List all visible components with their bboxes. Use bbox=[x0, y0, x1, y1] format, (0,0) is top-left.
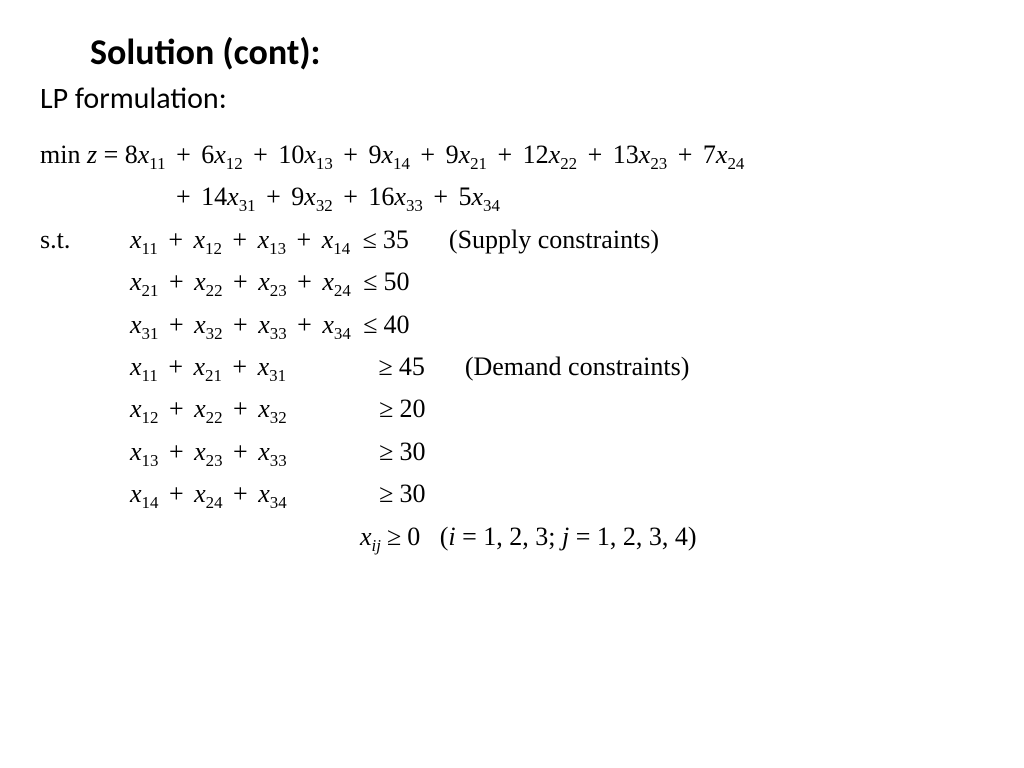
supply-1-rel: ≤ bbox=[357, 225, 383, 254]
demand-3-rel: ≥ bbox=[373, 437, 399, 466]
supply-1-rhs: 35 bbox=[383, 225, 409, 254]
demand-4-rhs: 30 bbox=[399, 479, 425, 508]
demand-3-lhs: x13 + x23 + x33 bbox=[130, 437, 293, 466]
demand-row-3: x13 + x23 + x33 ≥30 bbox=[40, 432, 994, 474]
supply-comment: (Supply constraints) bbox=[449, 220, 659, 260]
supply-2-rhs: 50 bbox=[384, 267, 410, 296]
min-label: min bbox=[40, 140, 87, 169]
domain-close: ) bbox=[688, 522, 697, 551]
supply-row-2: x21 + x22 + x23 + x24 ≤50 bbox=[40, 262, 994, 304]
supply-1-lhs: x11 + x12 + x13 + x14 bbox=[130, 225, 357, 254]
i-eq: = 1, 2, 3; bbox=[456, 522, 562, 551]
nonneg-sub: ij bbox=[372, 536, 381, 555]
demand-row-2: x12 + x22 + x32 ≥20 bbox=[40, 389, 994, 431]
demand-2-rhs: 20 bbox=[399, 394, 425, 423]
demand-4-lhs: x14 + x24 + x34 bbox=[130, 479, 293, 508]
supply-3-rhs: 40 bbox=[384, 310, 410, 339]
supply-2-rel: ≤ bbox=[357, 267, 383, 296]
nonneg-var: x bbox=[360, 522, 372, 551]
demand-comment: (Demand constraints) bbox=[465, 347, 690, 387]
demand-1-rel: ≥ bbox=[373, 352, 399, 381]
demand-4-rel: ≥ bbox=[373, 479, 399, 508]
obj-terms-2: + 14x31 + 9x32 + 16x33 + 5x34 bbox=[172, 182, 500, 211]
z-var: z bbox=[87, 140, 97, 169]
supply-3-lhs: x31 + x32 + x33 + x34 bbox=[130, 310, 357, 339]
st-label: s.t. bbox=[40, 220, 130, 260]
equals: = bbox=[97, 140, 125, 169]
nonneg-rel: ≥ bbox=[381, 522, 407, 551]
nonneg-row: xij≥0 (i = 1, 2, 3; j = 1, 2, 3, 4) bbox=[40, 517, 994, 559]
j-eq: = 1, 2, 3, 4 bbox=[569, 522, 688, 551]
demand-3-rhs: 30 bbox=[399, 437, 425, 466]
i-label: i bbox=[448, 522, 455, 551]
supply-3-rel: ≤ bbox=[357, 310, 383, 339]
supply-2-lhs: x21 + x22 + x23 + x24 bbox=[130, 267, 357, 296]
lp-formulation: min z = 8x11 + 6x12 + 10x13 + 9x14 + 9x2… bbox=[40, 135, 994, 559]
slide: Solution (cont): LP formulation: min z =… bbox=[0, 0, 1024, 589]
slide-title: Solution (cont): bbox=[90, 30, 994, 74]
demand-1-rhs: 45 bbox=[399, 352, 425, 381]
objective-line-1: min z = 8x11 + 6x12 + 10x13 + 9x14 + 9x2… bbox=[40, 135, 994, 177]
nonneg-rhs: 0 bbox=[407, 522, 420, 551]
supply-row-1: s.t.x11 + x12 + x13 + x14 ≤35 (Supply con… bbox=[40, 220, 994, 262]
obj-terms-1: 8x11 + 6x12 + 10x13 + 9x14 + 9x21 + 12x2… bbox=[125, 140, 745, 169]
slide-subtitle: LP formulation: bbox=[40, 80, 994, 117]
objective-line-2: + 14x31 + 9x32 + 16x33 + 5x34 bbox=[40, 177, 994, 219]
demand-row-4: x14 + x24 + x34 ≥30 bbox=[40, 474, 994, 516]
supply-row-3: x31 + x32 + x33 + x34 ≤40 bbox=[40, 305, 994, 347]
demand-row-1: x11 + x21 + x31 ≥45 (Demand constraints) bbox=[40, 347, 994, 389]
demand-2-rel: ≥ bbox=[373, 394, 399, 423]
demand-1-lhs: x11 + x21 + x31 bbox=[130, 352, 293, 381]
demand-2-lhs: x12 + x22 + x32 bbox=[130, 394, 293, 423]
